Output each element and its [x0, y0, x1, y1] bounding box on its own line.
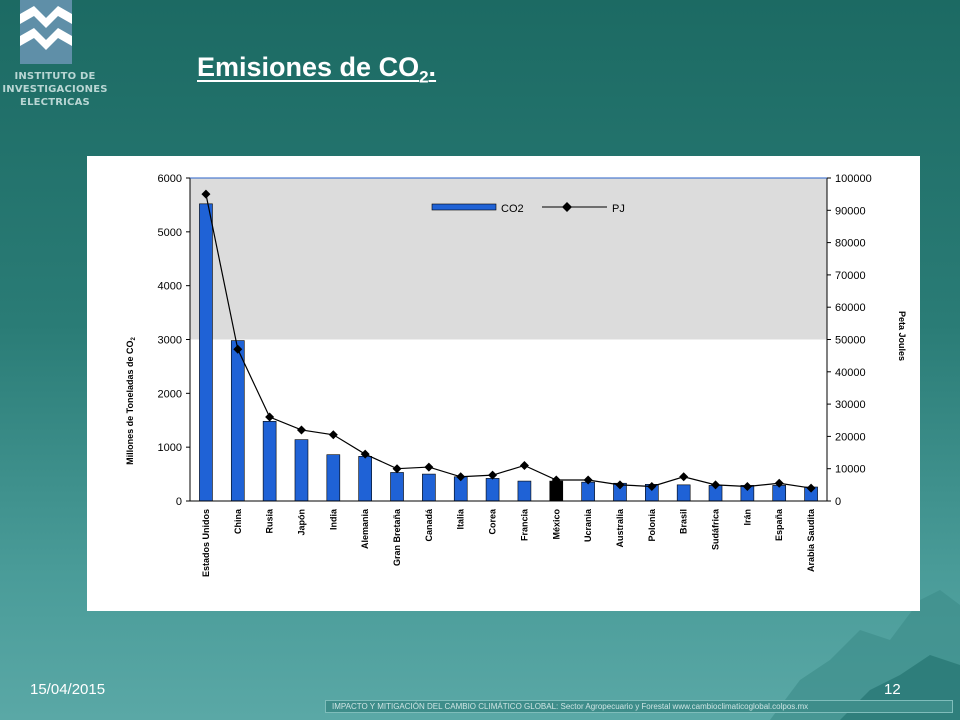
right-tick-label-10: 100000: [835, 173, 872, 185]
footer-note: IMPACTO Y MITIGACIÓN DEL CAMBIO CLIMÁTIC…: [325, 700, 953, 713]
co2-bar-9: [485, 478, 500, 502]
pj-point-2: [265, 412, 275, 422]
x-tick-label-12: Ucrania: [583, 508, 593, 542]
pj-point-19: [806, 483, 816, 493]
logo-line-1: INSTITUTO DE: [14, 71, 96, 82]
right-tick-label-2: 20000: [835, 431, 866, 443]
logo-line-2: INVESTIGACIONES: [2, 84, 108, 95]
co2-bar-4: [326, 454, 341, 502]
pj-point-13: [615, 480, 625, 490]
co2-bar-0: [199, 203, 213, 502]
logo-wave-icon: [20, 0, 72, 64]
co2-bar-10: [517, 480, 532, 502]
legend-co2-swatch: [431, 203, 497, 211]
pj-point-9: [488, 470, 498, 480]
x-tick-label-2: Rusia: [265, 508, 275, 534]
co2-bar-5: [358, 456, 372, 502]
footer-date: 15/04/2015: [30, 681, 106, 698]
x-tick-label-1: China: [233, 508, 243, 534]
co2-bar-12: [581, 481, 595, 502]
left-axis-title: Millones de Toneladas de CO2: [125, 336, 137, 464]
pj-point-4: [328, 430, 338, 440]
right-tick-label-7: 70000: [835, 270, 866, 282]
logo-line-3: ELECTRICAS: [20, 97, 90, 108]
right-tick-label-6: 60000: [835, 302, 866, 314]
chart-panel: 0 1000 2000 3000 4000 5000 6000 0 10000 20000 300…: [87, 156, 920, 611]
left-tick-label-6: 6000: [158, 173, 182, 185]
left-tick-label-3: 3000: [158, 335, 182, 347]
pj-point-18: [774, 478, 784, 488]
right-tick-label-4: 40000: [835, 367, 866, 379]
x-tick-label-7: Canadá: [424, 508, 434, 542]
pj-point-10: [519, 460, 529, 470]
legend-pj-marker: [562, 202, 572, 212]
pj-point-12: [583, 475, 593, 485]
pj-point-11: [551, 475, 561, 485]
x-tick-label-13: Australia: [615, 508, 625, 548]
left-tick-label-5: 5000: [158, 227, 182, 239]
co2-bar-6: [390, 472, 404, 502]
pj-point-3: [296, 425, 306, 435]
slide-title: Emisiones de CO2.: [197, 52, 436, 87]
left-tick-label-2: 2000: [158, 388, 182, 400]
x-tick-label-18: España: [774, 508, 784, 541]
pj-series-line: [205, 194, 812, 489]
logo-text: INSTITUTO DE INVESTIGACIONES ELECTRICAS: [0, 70, 110, 109]
pj-point-8: [456, 472, 466, 482]
pj-point-16: [711, 480, 721, 490]
co2-bar-15: [676, 484, 691, 502]
co2-bar-2: [262, 421, 277, 502]
slide-title-subscript: 2: [419, 67, 429, 87]
x-tick-label-6: Gran Bretaña: [392, 508, 402, 566]
pj-point-15: [679, 472, 689, 482]
x-tick-label-11: México: [551, 509, 561, 540]
right-tick-label-5: 50000: [835, 335, 866, 347]
pj-point-7: [424, 462, 434, 472]
x-tick-label-5: Alemania: [360, 508, 370, 549]
slide-title-end: .: [428, 52, 437, 82]
legend-pj-label: PJ: [612, 203, 625, 215]
left-tick-label-0: 0: [176, 496, 182, 508]
institute-logo: INSTITUTO DE INVESTIGACIONES ELECTRICAS: [0, 0, 110, 120]
x-tick-label-8: Italia: [456, 508, 466, 530]
x-tick-label-0: Estados Unidos: [201, 509, 211, 577]
pj-point-14: [647, 481, 657, 491]
x-tick-label-16: Sudáfrica: [711, 508, 721, 550]
x-tick-label-15: Brasil: [679, 509, 689, 534]
pj-point-5: [360, 449, 370, 459]
emissions-chart: 0 1000 2000 3000 4000 5000 6000 0 10000 20000 300…: [125, 173, 907, 577]
x-tick-label-3: Japón: [296, 509, 306, 536]
co2-bar-3: [294, 439, 309, 502]
x-tick-label-19: Arabia Saudita: [806, 508, 816, 572]
chart-legend: CO2 PJ: [431, 202, 625, 215]
right-tick-label-0: 0: [835, 496, 841, 508]
pj-point-0: [201, 189, 211, 199]
left-tick-label-4: 4000: [158, 281, 182, 293]
co2-bar-1: [230, 340, 245, 502]
pj-point-1: [233, 344, 243, 354]
upper-shaded-band: [190, 178, 827, 340]
right-axis-title: Peta Joules: [897, 311, 907, 361]
x-tick-label-4: India: [328, 508, 338, 530]
right-tick-label-3: 30000: [835, 399, 866, 411]
pj-point-17: [742, 481, 752, 491]
x-tick-label-10: Francia: [519, 508, 529, 541]
left-tick-label-1: 1000: [158, 442, 182, 454]
x-tick-label-14: Polonia: [647, 508, 657, 541]
x-tick-label-17: Irán: [742, 509, 752, 526]
x-tick-label-9: Corea: [488, 508, 498, 535]
right-tick-label-9: 90000: [835, 205, 866, 217]
slide-title-main: Emisiones de CO: [197, 52, 420, 82]
right-tick-label-8: 80000: [835, 238, 866, 250]
pj-point-6: [392, 464, 402, 474]
footer-page-number: 12: [884, 681, 901, 698]
co2-bar-7: [422, 473, 436, 502]
legend-co2-label: CO2: [501, 203, 524, 215]
right-tick-label-1: 10000: [835, 464, 866, 476]
